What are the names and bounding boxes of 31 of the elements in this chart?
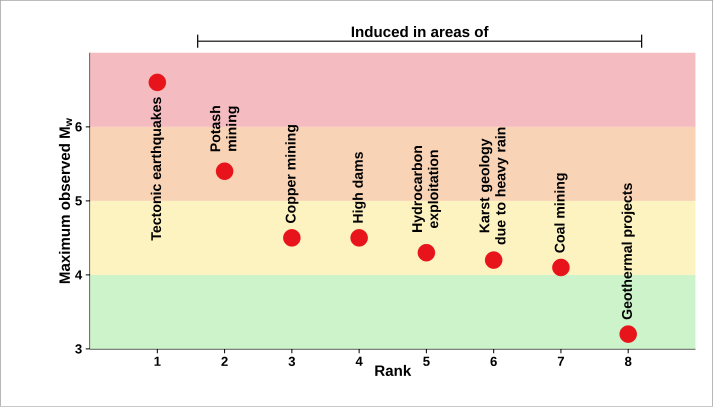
- annotation: Geothermal projects: [622, 183, 635, 320]
- point: [216, 162, 234, 180]
- x-tick-label: 5: [423, 356, 430, 366]
- x-tick-label: 8: [624, 356, 632, 366]
- y-axis-title: Maximum observed M$_{w}$: [58, 118, 72, 284]
- point: [484, 251, 502, 269]
- y-tick-label: 3: [75, 344, 82, 354]
- x-tick-label: 4: [356, 356, 363, 366]
- annotation: Potash mining: [210, 106, 240, 152]
- point: [552, 258, 570, 276]
- annotation: Karst geology due to heavy rain: [479, 128, 508, 245]
- x-tick-label: 3: [288, 356, 296, 366]
- x-tick-label: 1: [154, 356, 161, 366]
- x-tick-label: 2: [221, 356, 228, 366]
- text: Induced in areas of: [352, 26, 489, 38]
- annotation: Tectonic earthquakes: [150, 97, 164, 241]
- y-tick-label: 5: [75, 196, 82, 206]
- y-tick-label: 6: [75, 122, 82, 132]
- annotation: Coal mining: [554, 174, 568, 253]
- point: [418, 244, 436, 262]
- x-tick-label: 7: [558, 356, 564, 366]
- annotation: High dams: [352, 152, 366, 223]
- x-tick-label: 6: [490, 356, 497, 366]
- point: [148, 74, 166, 92]
- y-tick-label: 4: [75, 270, 82, 280]
- point: [350, 229, 368, 247]
- annotation: Copper mining: [285, 125, 298, 224]
- point: [283, 229, 301, 247]
- x-axis-title: Rank: [375, 365, 412, 376]
- annotation: Hydrocarbon exploitation: [412, 146, 442, 232]
- point: [619, 325, 637, 344]
